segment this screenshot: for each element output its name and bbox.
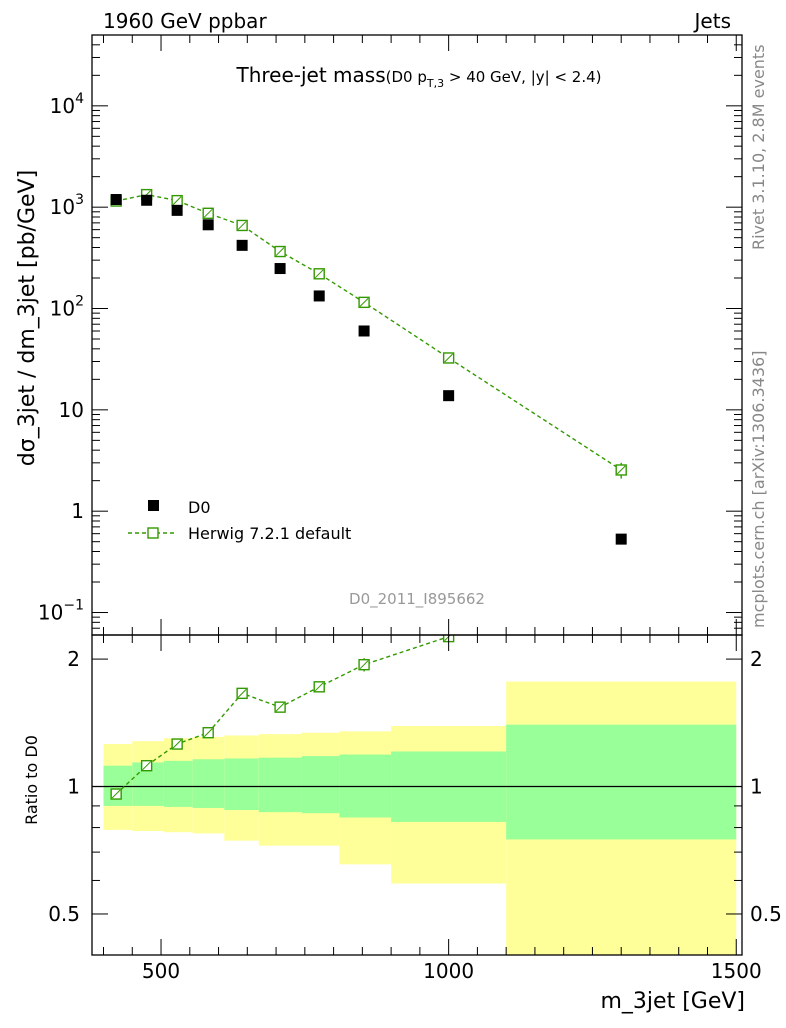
ratio-mc-point-detail	[172, 739, 182, 749]
title-main: Three-jet mass	[235, 63, 385, 87]
legend: D0 Herwig 7.2.1 default	[128, 498, 351, 543]
ratio-band-inner	[258, 757, 302, 813]
mc-point-detail	[359, 298, 369, 307]
ratio-band-inner	[192, 759, 225, 808]
mc-point-detail	[237, 221, 247, 230]
mc-point-detail	[203, 208, 213, 218]
ratio-y-label: Ratio to D0	[22, 735, 41, 825]
ratio-band-inner	[506, 724, 737, 840]
x-tick-label: 1500	[711, 959, 762, 983]
title-open: (D0 p	[386, 68, 427, 86]
header-left: 1960 GeV ppbar	[103, 9, 267, 33]
ratio-mc-point-detail	[314, 682, 324, 692]
d0-point	[171, 204, 183, 216]
ratio-mc-point-detail	[359, 660, 369, 670]
d0-point	[141, 194, 153, 206]
ratio-band-inner	[301, 756, 340, 814]
ratio-y-tick-label-left: 2	[67, 647, 80, 671]
ratio-frame	[91, 634, 743, 956]
main-y-tick-label: 1	[71, 499, 84, 523]
rivet-label: Rivet 3.1.10, 2.8M events	[749, 44, 768, 250]
ratio-band-inner	[224, 758, 259, 811]
ratio-y-tick-label-left: 0.5	[48, 902, 80, 926]
legend-d0-marker	[148, 500, 159, 511]
ratio-uncertainty-bands	[103, 681, 737, 955]
ratio-y-tick-label-right: 1	[750, 775, 763, 799]
ratio-axis-ticks: 500 1000 1500 0.5 0.5 1 1 2 2	[48, 635, 782, 983]
d0-point	[358, 325, 370, 337]
ratio-mc-point-detail	[142, 761, 151, 771]
ratio-mc-point-detail	[275, 702, 285, 712]
mcplots-label: mcplots.cern.ch [arXiv:1306.3436]	[749, 351, 768, 628]
legend-mc-label: Herwig 7.2.1 default	[188, 524, 351, 543]
ratio-mc-point-detail	[203, 728, 213, 738]
ratio-y-tick-label-left: 1	[67, 775, 80, 799]
d0-point	[110, 194, 122, 206]
x-tick-label: 500	[142, 959, 180, 983]
d0-point	[615, 533, 627, 545]
ratio-mc-point-detail	[237, 688, 247, 698]
main-y-tick-label: 103	[50, 192, 84, 219]
legend-d0-label: D0	[188, 498, 211, 517]
ratio-band-inner	[103, 765, 133, 806]
d0-point	[313, 290, 325, 302]
mc-point-detail	[172, 196, 182, 205]
main-y-tick-label: 102	[50, 294, 84, 321]
legend-mc-marker	[147, 527, 159, 539]
main-axis-ticks: 10−1 1 10 102 103 104	[38, 34, 742, 636]
mc-point-detail	[275, 247, 285, 256]
ratio-plot-area	[92, 493, 742, 800]
main-plot-area	[110, 188, 627, 545]
ratio-mc-point-detail	[617, 494, 625, 502]
mc-point-detail	[616, 465, 626, 475]
d0-point	[274, 263, 286, 275]
main-y-tick-label: 10−1	[38, 598, 84, 625]
d0-point	[202, 219, 214, 231]
title-rest: > 40 GeV, |y| < 2.4)	[444, 68, 601, 86]
header-right: Jets	[693, 9, 731, 33]
ratio-y-tick-label-right: 2	[750, 647, 763, 671]
plot-title: Three-jet mass(D0 pT,3 > 40 GeV, |y| < 2…	[235, 63, 601, 90]
ratio-mc-line	[115, 635, 452, 795]
x-tick-label: 1000	[423, 959, 474, 983]
ratio-x-label: m_3jet [GeV]	[601, 989, 746, 1014]
main-frame	[91, 34, 743, 636]
mc-point-detail	[444, 353, 453, 363]
analysis-watermark: D0_2011_I895662	[349, 590, 485, 609]
ratio-mc-point-detail	[111, 789, 121, 799]
ratio-y-tick-label-right: 0.5	[750, 902, 782, 926]
main-y-tick-label: 10	[59, 398, 84, 422]
d0-point	[443, 390, 455, 402]
mc-line	[116, 193, 622, 471]
mc-point-detail	[314, 269, 324, 279]
main-y-label: dσ_3jet / dm_3jet [pb/GeV]	[15, 170, 40, 466]
ratio-band-inner	[163, 760, 193, 807]
title-sub: T,3	[426, 77, 444, 90]
ratio-mc-point	[616, 493, 626, 503]
d0-point	[236, 239, 248, 251]
main-y-tick-label: 104	[50, 91, 84, 118]
